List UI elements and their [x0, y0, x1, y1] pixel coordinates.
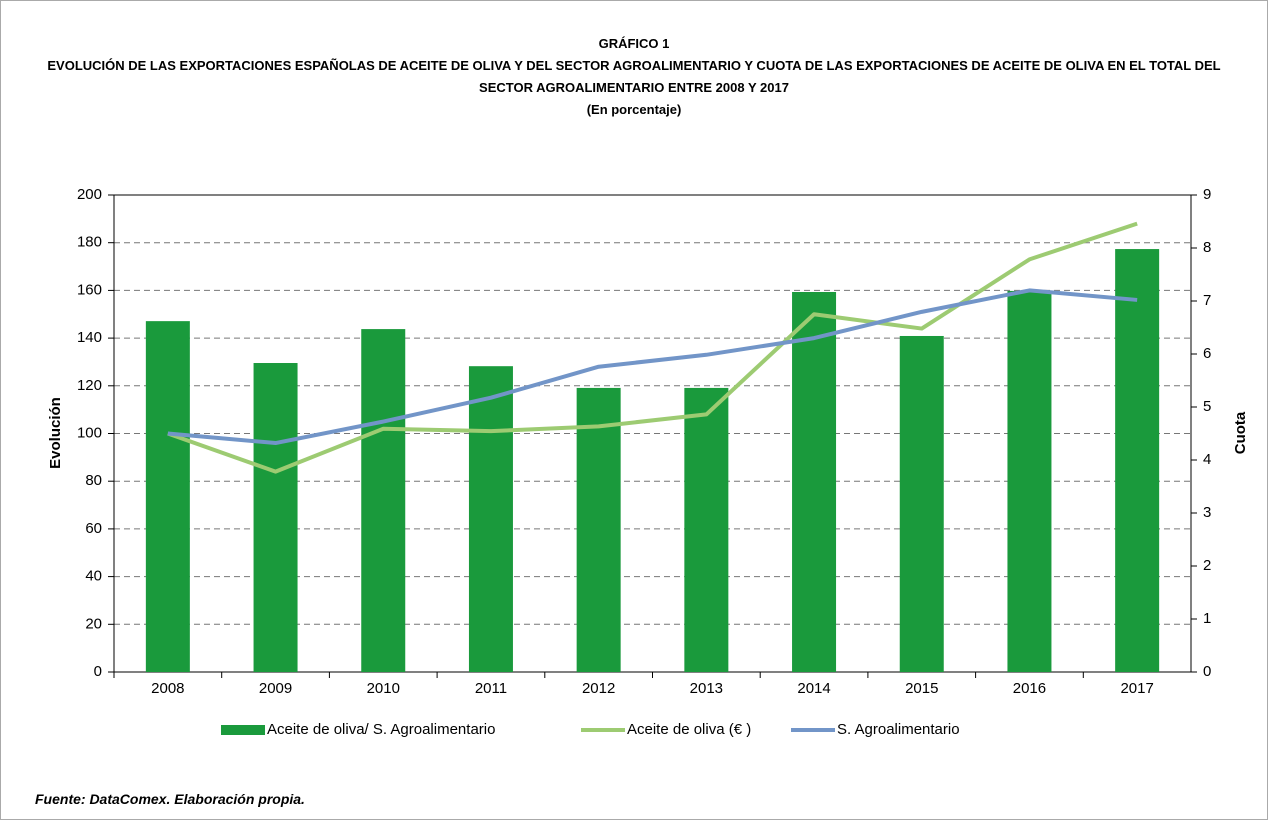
y-tick-label: 40 [85, 568, 102, 585]
legend-label: S. Agroalimentario [837, 721, 960, 738]
y2-tick-label: 3 [1203, 504, 1211, 521]
bar [145, 321, 190, 672]
y-tick-label: 160 [77, 281, 102, 298]
bar [684, 387, 729, 672]
x-tick-label: 2015 [905, 680, 938, 697]
chart-title: EVOLUCIÓN DE LAS EXPORTACIONES ESPAÑOLAS… [47, 58, 1221, 95]
y2-tick-label: 0 [1203, 663, 1211, 680]
x-tick-label: 2012 [582, 680, 615, 697]
y-tick-label: 20 [85, 615, 102, 632]
bar [361, 329, 406, 672]
bar [468, 366, 513, 672]
bar [1007, 290, 1052, 672]
y2-tick-label: 5 [1203, 398, 1211, 415]
bar [1115, 249, 1160, 672]
y-tick-label: 140 [77, 329, 102, 346]
x-tick-label: 2010 [367, 680, 400, 697]
y2-tick-label: 6 [1203, 345, 1211, 362]
y2-tick-label: 1 [1203, 610, 1211, 627]
subtitle: (En porcentaje) [586, 102, 682, 117]
y-tick-label: 100 [77, 424, 102, 441]
x-tick-label: 2016 [1013, 680, 1046, 697]
x-tick-label: 2011 [475, 680, 507, 697]
legend-swatch [221, 725, 265, 735]
y2-tick-label: 8 [1203, 239, 1211, 256]
y-tick-label: 0 [94, 663, 102, 680]
line [167, 221, 1138, 474]
legend-label: Aceite de oliva/ S. Agroalimentario [267, 721, 495, 738]
source: Fuente: DataComex. Elaboración propia. [35, 791, 305, 807]
y2-axis-label: Cuota [1232, 411, 1249, 454]
bar [792, 291, 837, 672]
bar [576, 387, 621, 672]
y-tick-label: 180 [77, 234, 102, 251]
supertitle: GRÁFICO 1 [598, 36, 670, 51]
x-tick-label: 2014 [797, 680, 830, 697]
y-tick-label: 200 [77, 186, 102, 203]
legend-label: Aceite de oliva (€ ) [627, 721, 751, 738]
chart: Evolución Cuota 020406080100120140160180… [47, 186, 1249, 738]
y-tick-label: 80 [85, 472, 102, 489]
bar [253, 363, 298, 672]
y2-tick-label: 7 [1203, 292, 1211, 309]
y-tick-label: 120 [77, 377, 102, 394]
x-tick-label: 2017 [1120, 680, 1153, 697]
y2-tick-label: 9 [1203, 186, 1211, 203]
line [167, 288, 1138, 446]
x-tick-label: 2009 [259, 680, 292, 697]
y-tick-label: 60 [85, 520, 102, 537]
x-tick-label: 2008 [151, 680, 184, 697]
y2-tick-label: 4 [1203, 451, 1211, 468]
y2-tick-label: 2 [1203, 557, 1211, 574]
y-axis-label: Evolución [47, 397, 64, 469]
x-tick-label: 2013 [690, 680, 723, 697]
bar [899, 335, 944, 672]
